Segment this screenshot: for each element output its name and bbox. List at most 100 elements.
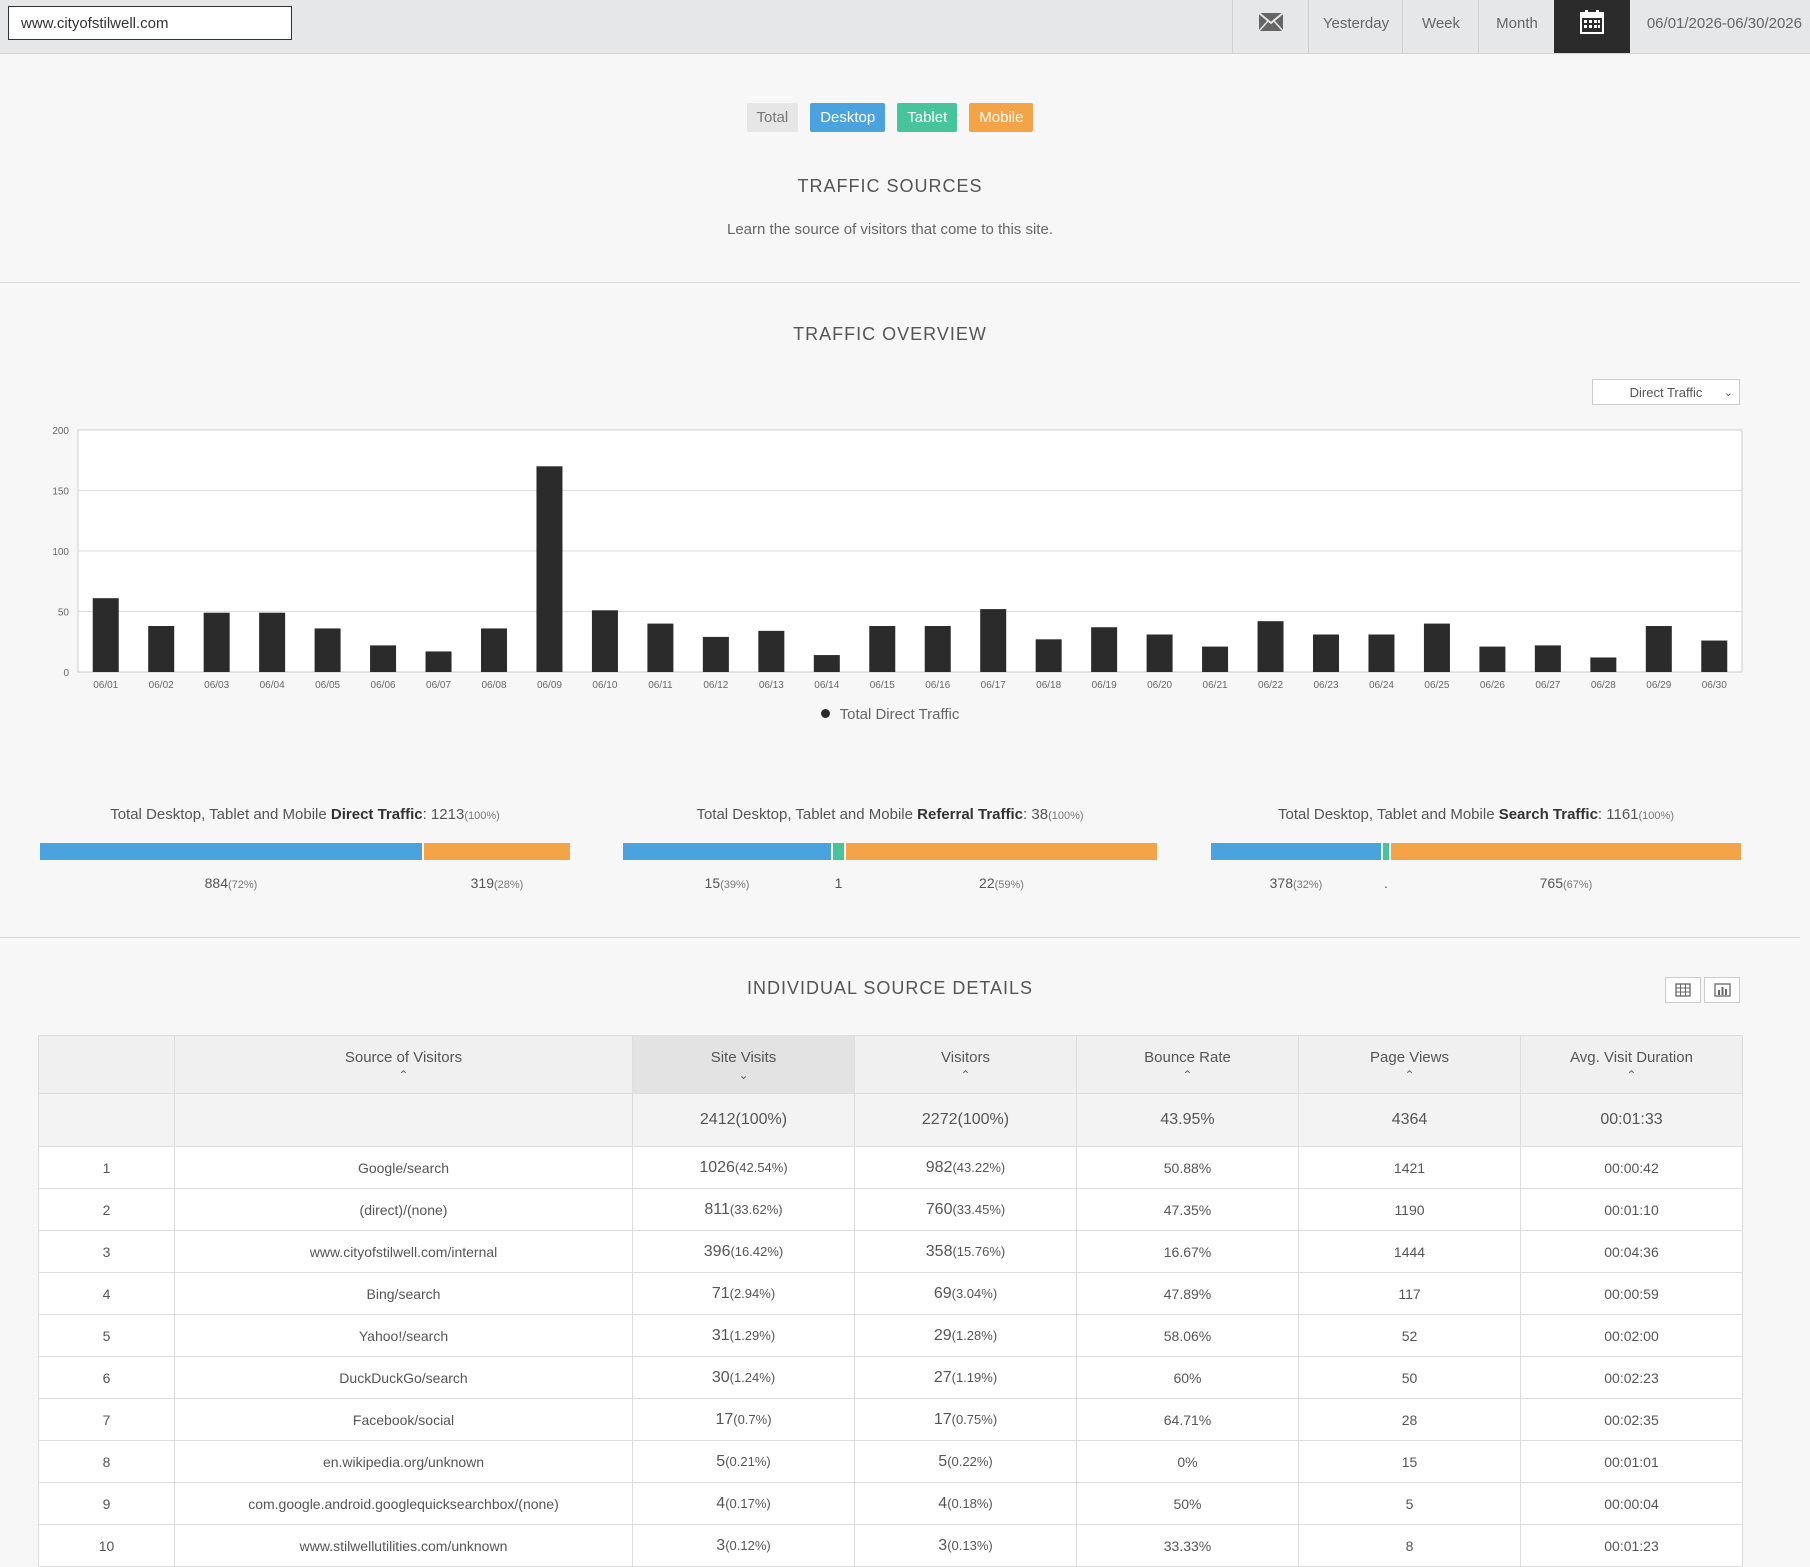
bar-06/27[interactable] (1534, 645, 1561, 672)
bar-06/15[interactable] (869, 626, 896, 672)
bar-06/19[interactable] (1091, 627, 1118, 672)
bar-06/26[interactable] (1479, 646, 1506, 672)
bar-06/21[interactable] (1202, 646, 1229, 672)
row-visits: 17(0.7%) (632, 1398, 855, 1441)
bar-06/01[interactable] (92, 598, 119, 672)
summary-stacked-bar (1211, 843, 1741, 860)
bar-06/05[interactable] (314, 628, 341, 672)
table-row[interactable]: 4 Bing/search 71(2.94%) 69(3.04%) 47.89% 117 0… (38, 1272, 1743, 1315)
calendar-icon (1580, 10, 1604, 35)
y-tick-label: 50 (58, 608, 70, 619)
bar-06/20[interactable] (1146, 634, 1173, 672)
bar-06/06[interactable] (370, 645, 397, 672)
row-source: Yahoo!/search (174, 1314, 633, 1357)
row-rank: 9 (38, 1482, 175, 1525)
row-visitors: 4(0.18%) (854, 1482, 1077, 1525)
tab-desktop[interactable]: Desktop (810, 103, 886, 132)
x-tick-label: 06/03 (204, 680, 229, 691)
bar-06/24[interactable] (1368, 634, 1395, 672)
summary-label: Total Desktop, Tablet and Mobile Direct … (110, 806, 500, 823)
totals-row: 2412(100%) 2272(100%) 43.95% 4364 00:01:… (38, 1093, 1743, 1147)
bar-06/14[interactable] (813, 655, 840, 672)
bar-06/28[interactable] (1590, 657, 1617, 672)
tab-total[interactable]: Total (746, 103, 799, 132)
x-tick-label: 06/10 (592, 680, 617, 691)
bounce-rate-header[interactable]: Bounce Rate ⌃ (1076, 1035, 1299, 1094)
bar-06/16[interactable] (924, 626, 951, 672)
table-row[interactable]: 3 www.cityofstilwell.com/internal 396(16.4… (38, 1230, 1743, 1273)
desktop-count: 378(32%) (1269, 875, 1323, 891)
row-bounce: 50% (1076, 1482, 1299, 1525)
desktop-segment (623, 843, 831, 860)
date-range-label[interactable]: 06/01/2026-06/30/2026 (1646, 15, 1802, 32)
bar-06/07[interactable] (425, 651, 452, 672)
email-report-button[interactable] (1232, 0, 1309, 53)
table-row[interactable]: 10 www.stilwellutilities.com/unknown 3(0.1… (38, 1524, 1743, 1567)
table-row[interactable]: 8 en.wikipedia.org/unknown 5(0.21%) 5(0.22%… (38, 1440, 1743, 1483)
chart-legend: Total Direct Traffic (0, 706, 1780, 723)
row-visitors: 69(3.04%) (854, 1272, 1077, 1315)
table-view-button[interactable] (1665, 977, 1701, 1003)
row-rank: 2 (38, 1188, 175, 1231)
tab-mobile[interactable]: Mobile (969, 103, 1034, 132)
bar-06/30[interactable] (1701, 640, 1728, 672)
chart-view-button[interactable] (1704, 977, 1740, 1003)
row-pageviews: 8 (1298, 1524, 1521, 1567)
summary-label: Total Desktop, Tablet and Mobile Referra… (696, 806, 1084, 823)
bar-06/09[interactable] (536, 466, 563, 672)
bar-06/02[interactable] (148, 626, 175, 672)
bar-06/18[interactable] (1035, 639, 1062, 672)
row-visitors: 29(1.28%) (854, 1314, 1077, 1357)
table-row[interactable]: 1 Google/search 1026(42.54%) 982(43.22%) 50.… (38, 1146, 1743, 1189)
view-toggle (1662, 977, 1740, 1003)
divider (0, 937, 1800, 938)
visitors-header[interactable]: Visitors ⌃ (854, 1035, 1077, 1094)
bar-06/22[interactable] (1257, 621, 1284, 672)
bar-06/23[interactable] (1313, 634, 1339, 672)
bar-06/29[interactable] (1645, 626, 1672, 672)
tab-tablet[interactable]: Tablet (897, 103, 958, 132)
site-url-input[interactable] (8, 6, 292, 40)
bar-06/08[interactable] (481, 628, 507, 672)
total-duration: 00:01:33 (1520, 1093, 1743, 1147)
legend-dot (820, 709, 830, 718)
bar-06/11[interactable] (647, 623, 674, 672)
table-row[interactable]: 5 Yahoo!/search 31(1.29%) 29(1.28%) 58.06% 52… (38, 1314, 1743, 1357)
row-rank: 5 (38, 1314, 175, 1357)
traffic-type-select[interactable]: Direct Traffic ⌄ (1592, 379, 1740, 405)
bar-06/13[interactable] (758, 630, 785, 672)
table-row[interactable]: 2 (direct)/(none) 811(33.62%) 760(33.45%) 47… (38, 1188, 1743, 1231)
x-tick-label: 06/29 (1646, 680, 1671, 691)
avg-duration-header[interactable]: Avg. Visit Duration ⌃ (1520, 1035, 1743, 1094)
source-details-title: INDIVIDUAL SOURCE DETAILS (746, 978, 1034, 998)
x-tick-label: 06/19 (1092, 680, 1117, 691)
site-visits-header[interactable]: Site Visits ⌄ (632, 1035, 855, 1094)
bar-06/10[interactable] (591, 610, 618, 672)
bar-06/04[interactable] (259, 612, 286, 672)
table-row[interactable]: 7 Facebook/social 17(0.7%) 17(0.75%) 64.71% 2… (38, 1398, 1743, 1441)
yesterday-button[interactable]: Yesterday (1308, 0, 1403, 53)
desktop-count: 15(39%) (704, 875, 750, 891)
bar-06/25[interactable] (1423, 623, 1450, 672)
row-bounce: 16.67% (1076, 1230, 1299, 1273)
week-button[interactable]: Week (1402, 0, 1479, 53)
source-header[interactable]: Source of Visitors ⌃ (174, 1035, 633, 1094)
calendar-button[interactable] (1554, 0, 1630, 53)
row-visits: 1026(42.54%) (632, 1146, 855, 1189)
row-duration: 00:02:35 (1520, 1398, 1743, 1441)
x-tick-label: 06/18 (1036, 680, 1061, 691)
row-rank: 7 (38, 1398, 175, 1441)
y-tick-label: 200 (52, 426, 69, 437)
bar-chart-icon (1714, 983, 1731, 997)
month-button[interactable]: Month (1478, 0, 1555, 53)
page-views-header[interactable]: Page Views ⌃ (1298, 1035, 1521, 1094)
table-row[interactable]: 9 com.google.android.googlequicksearchbox… (38, 1482, 1743, 1525)
summary-stacked-bar (40, 843, 570, 860)
table-row[interactable]: 6 DuckDuckGo/search 30(1.24%) 27(1.19%) 60% 5… (38, 1356, 1743, 1399)
row-bounce: 50.88% (1076, 1146, 1299, 1189)
sort-up-icon: ⌃ (398, 1067, 409, 1082)
bar-06/03[interactable] (203, 612, 230, 672)
bar-06/12[interactable] (702, 636, 729, 672)
row-visitors: 5(0.22%) (854, 1440, 1077, 1483)
bar-06/17[interactable] (980, 609, 1007, 672)
